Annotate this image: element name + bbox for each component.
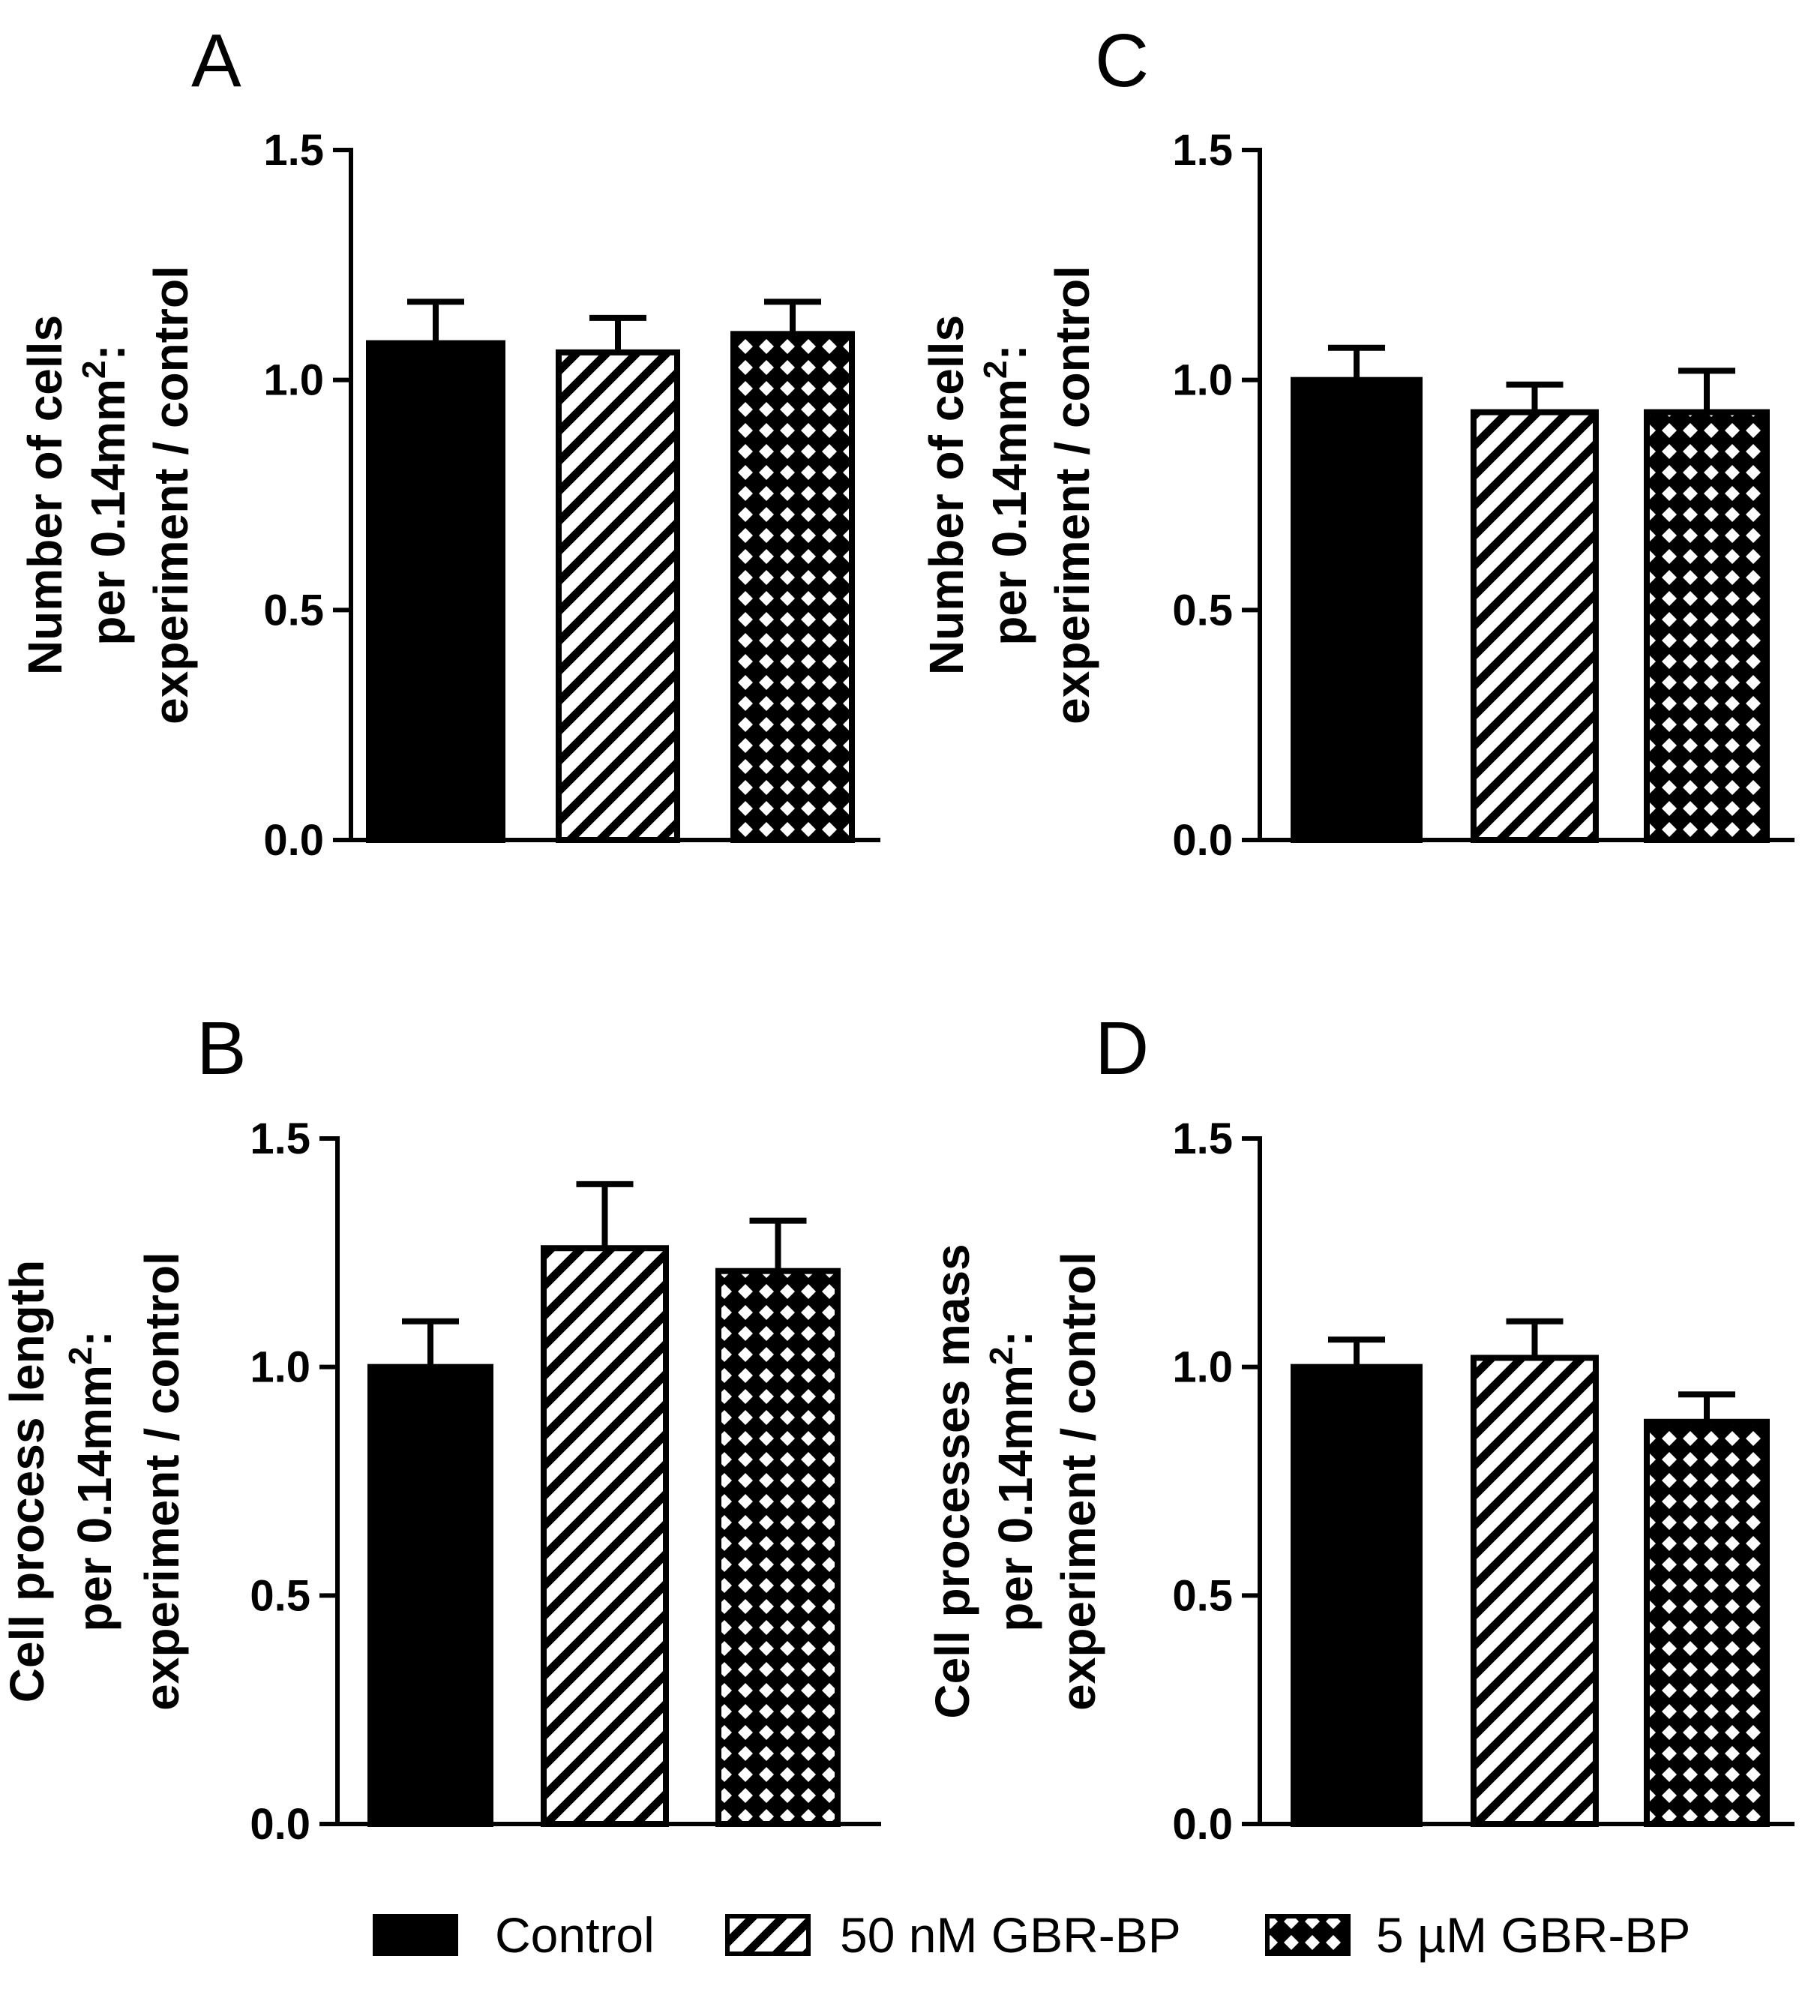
y-tick-label: 0.5 [263, 586, 324, 634]
y-axis-label-line: experiment / control [135, 1252, 189, 1711]
y-axis-label-line: per 0.14mm [67, 1365, 121, 1632]
y-axis-label-suffix: : [982, 344, 1036, 360]
y-tick-label: 1.5 [250, 1114, 310, 1163]
legend-label: 5 µM GBR-BP [1376, 1907, 1690, 1963]
y-axis-label-superscript: 2 [76, 361, 112, 379]
y-tick-label: 0.0 [250, 1800, 310, 1849]
y-tick-label: 0.0 [263, 816, 324, 865]
y-axis-label-line: Cell processes mass [925, 1244, 979, 1718]
y-axis-label-superscript: 2 [977, 361, 1014, 379]
y-axis-label-line: Number of cells [18, 315, 72, 675]
y-axis-label-superscript: 2 [62, 1347, 99, 1365]
legend-swatch [725, 1914, 811, 1956]
y-tick-label: 0.5 [1172, 1571, 1233, 1620]
y-axis-label-suffix: : [67, 1330, 121, 1346]
bar-gbr-bp-50nm [541, 1245, 669, 1827]
legend-swatch [373, 1914, 458, 1956]
y-tick-label: 1.5 [1172, 126, 1233, 175]
panel-c: C 0.0 0.5 1.0 1.5 Number of cells per 0.14mm2:… [919, 19, 1795, 865]
y-axis-label-line: Cell process length [0, 1260, 54, 1702]
y-axis-label: Cell processes mass per 0.14mm2: experimen… [925, 1244, 1105, 1718]
legend-item: 5 µM GBR-BP [1265, 1907, 1690, 1963]
legend-item: Control [373, 1907, 655, 1963]
panel-label: D [1095, 1006, 1149, 1090]
y-axis-label-line: per 0.14mm [982, 379, 1036, 646]
y-tick-label: 1.5 [1172, 1114, 1233, 1163]
y-axis-label-line: experiment / control [1045, 266, 1099, 724]
panel-b: B 0.0 0.5 1.0 1.5 Cell process length per 0.14… [0, 1006, 881, 1849]
y-axis-label: Number of cells per 0.14mm2: experiment / … [18, 266, 198, 724]
y-tick-label: 1.0 [250, 1343, 310, 1392]
y-tick-label: 1.0 [1172, 1343, 1233, 1392]
legend-swatch [1265, 1914, 1351, 1956]
bar-gbr-bp-50nm [1471, 1354, 1599, 1827]
bar-gbr-bp-5um [1644, 1418, 1770, 1827]
y-axis-label: Number of cells per 0.14mm2: experiment / … [919, 266, 1099, 724]
y-axis-label-superscript: 2 [983, 1347, 1020, 1365]
y-axis-label-suffix: : [81, 344, 135, 360]
y-axis-label-line: per 0.14mm [81, 379, 135, 646]
y-tick-label: 1.5 [263, 126, 324, 175]
y-axis-label-suffix: : [988, 1330, 1042, 1346]
legend: Control 50 nM GBR-BP 5 µM GBR-BP [373, 1907, 1690, 1963]
panel-label: A [191, 19, 241, 103]
y-tick-label: 0.0 [1172, 1800, 1233, 1849]
y-axis-label-line: Number of cells [919, 315, 973, 675]
legend-label: Control [495, 1907, 655, 1963]
y-tick-label: 1.0 [1172, 356, 1233, 405]
legend-item: 50 nM GBR-BP [725, 1907, 1181, 1963]
bar-gbr-bp-5um [730, 331, 855, 844]
bar-control [1291, 376, 1423, 843]
y-tick-label: 0.0 [1172, 816, 1233, 865]
bar-control [366, 340, 505, 844]
legend-label: 50 nM GBR-BP [840, 1907, 1181, 1963]
y-tick-label: 1.0 [263, 356, 324, 405]
panel-label: B [196, 1006, 247, 1090]
bar-control [1291, 1364, 1423, 1827]
y-axis-label-line: experiment / control [144, 266, 198, 724]
bar-control [367, 1364, 493, 1827]
y-axis-label-line: per 0.14mm [988, 1365, 1042, 1632]
bar-gbr-bp-5um [715, 1268, 841, 1827]
panel-a: A 0.0 0.5 1.0 1.5 Number of cells per 0.14mm2:… [18, 19, 880, 865]
panel-d: D 0.0 0.5 1.0 1.5 Cell processes mass per 0.14… [925, 1006, 1795, 1849]
bar-gbr-bp-50nm [556, 349, 680, 844]
bar-gbr-bp-5um [1644, 409, 1770, 843]
panel-label: C [1095, 19, 1149, 103]
y-axis-label-line: experiment / control [1051, 1252, 1105, 1711]
y-axis-label: Cell process length per 0.14mm2: experimen… [0, 1252, 189, 1711]
y-tick-label: 0.5 [1172, 586, 1233, 634]
bar-gbr-bp-50nm [1471, 409, 1599, 843]
y-tick-label: 0.5 [250, 1571, 310, 1620]
